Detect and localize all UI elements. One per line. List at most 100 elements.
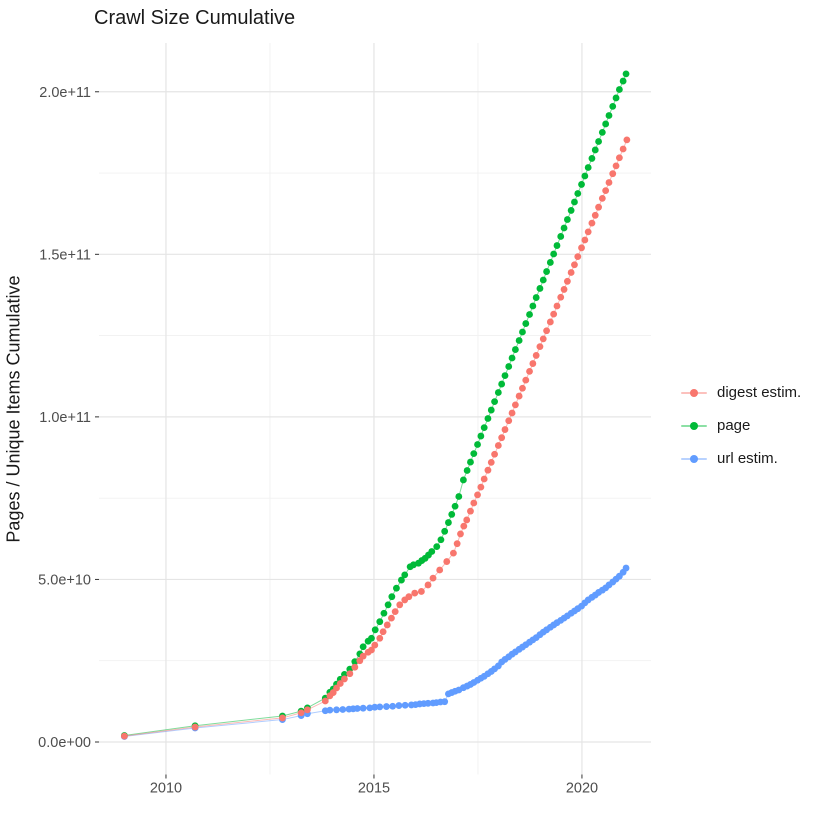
y-tick-label: 5.0e+10 — [38, 572, 91, 588]
data-point-digest-estim — [391, 608, 399, 616]
data-point-digest-estim — [467, 507, 474, 515]
data-point-page — [522, 320, 530, 327]
legend-label: url estim. — [717, 450, 778, 467]
data-point-page — [615, 86, 623, 93]
data-point-digest-estim — [494, 442, 502, 449]
x-tick-label: 2015 — [358, 781, 390, 797]
legend-point-icon — [690, 421, 698, 430]
data-point-digest-estim — [379, 628, 387, 636]
data-point-digest-estim — [529, 360, 537, 367]
data-point-digest-estim — [436, 566, 444, 574]
data-point-digest-estim — [191, 723, 199, 731]
data-point-digest-estim — [615, 154, 623, 162]
data-point-url-estim — [339, 706, 347, 713]
data-point-digest-estim — [605, 179, 613, 186]
legend-key-digest-estim — [681, 387, 707, 398]
data-point-url-estim — [424, 699, 432, 707]
legend-label: page — [717, 417, 751, 434]
data-point-url-estim — [366, 704, 374, 712]
data-point-digest-estim — [526, 367, 533, 375]
data-point-digest-estim — [457, 530, 464, 538]
data-point-digest-estim — [429, 574, 437, 582]
data-point-digest-estim — [351, 663, 359, 671]
data-point-digest-estim — [584, 228, 592, 236]
data-point-digest-estim — [619, 145, 627, 153]
legend-key-url-estim — [681, 453, 707, 464]
data-point-url-estim — [326, 706, 334, 714]
data-point-digest-estim — [588, 219, 596, 227]
data-point-page — [612, 94, 620, 102]
data-point-digest-estim — [484, 466, 492, 474]
y-tick-label: 2.0e+11 — [39, 85, 91, 101]
data-point-digest-estim — [453, 540, 461, 548]
series-line-url-estim — [124, 567, 627, 737]
legend-key-page — [681, 420, 707, 431]
data-point-page — [584, 164, 592, 171]
data-point-digest-estim — [463, 516, 471, 524]
data-point-digest-estim — [581, 236, 589, 244]
data-point-digest-estim — [567, 269, 575, 276]
data-point-digest-estim — [443, 558, 451, 565]
data-point-digest-estim — [477, 483, 485, 491]
data-point-page — [487, 406, 495, 414]
data-point-page — [451, 502, 459, 510]
data-point-digest-estim — [336, 680, 344, 687]
chart-title: Crawl Size Cumulative — [94, 7, 296, 29]
data-point-digest-estim — [321, 697, 329, 705]
data-point-page — [508, 354, 516, 362]
y-tick-label: 1.0e+11 — [39, 410, 91, 426]
data-point-page — [428, 548, 436, 555]
data-point-page — [441, 527, 449, 535]
data-point-page — [455, 493, 463, 500]
data-point-digest-estim — [508, 409, 516, 417]
data-point-url-estim — [401, 701, 409, 709]
y-tick-label: 1.5e+11 — [39, 247, 91, 263]
data-point-page — [459, 476, 467, 484]
data-point-url-estim — [371, 703, 379, 711]
data-point-digest-estim — [550, 310, 558, 318]
data-point-digest-estim — [578, 244, 585, 252]
data-point-digest-estim — [498, 434, 506, 442]
data-point-digest-estim — [546, 318, 554, 326]
data-point-digest-estim — [515, 392, 523, 400]
data-point-url-estim — [376, 703, 384, 711]
legend-item-page: page — [681, 409, 801, 442]
data-point-digest-estim — [539, 335, 547, 343]
data-point-page — [359, 643, 367, 651]
data-point-digest-estim — [591, 211, 599, 219]
data-point-digest-estim — [383, 621, 391, 629]
data-point-page — [574, 190, 582, 197]
data-point-page — [448, 511, 456, 518]
y-tick-label: 0.0e+00 — [38, 735, 91, 751]
data-point-page — [474, 441, 481, 448]
data-point-digest-estim — [333, 684, 340, 692]
data-point-page — [622, 70, 630, 78]
data-point-page — [588, 155, 596, 162]
data-point-page — [550, 250, 558, 258]
data-point-digest-estim — [424, 581, 432, 589]
data-point-page — [571, 198, 578, 206]
data-point-digest-estim — [460, 522, 468, 530]
data-point-page — [598, 129, 606, 136]
data-point-page — [519, 328, 526, 336]
data-point-page — [445, 519, 452, 526]
data-point-page — [605, 112, 613, 119]
data-point-page — [563, 216, 571, 223]
data-point-page — [543, 268, 550, 275]
data-point-url-estim — [622, 564, 630, 572]
data-point-page — [470, 450, 478, 458]
data-point-page — [401, 571, 409, 579]
data-point-page — [371, 626, 379, 634]
data-point-page — [380, 609, 388, 617]
data-point-digest-estim — [563, 277, 571, 285]
data-point-digest-estim — [532, 352, 540, 359]
data-point-page — [578, 181, 585, 188]
data-point-digest-estim — [474, 491, 481, 499]
data-point-digest-estim — [553, 302, 561, 310]
data-point-digest-estim — [511, 401, 519, 409]
data-point-page — [557, 233, 565, 240]
data-point-digest-estim — [598, 195, 606, 202]
data-point-page — [515, 337, 523, 344]
data-point-digest-estim — [557, 293, 565, 301]
data-point-digest-estim — [491, 450, 498, 458]
